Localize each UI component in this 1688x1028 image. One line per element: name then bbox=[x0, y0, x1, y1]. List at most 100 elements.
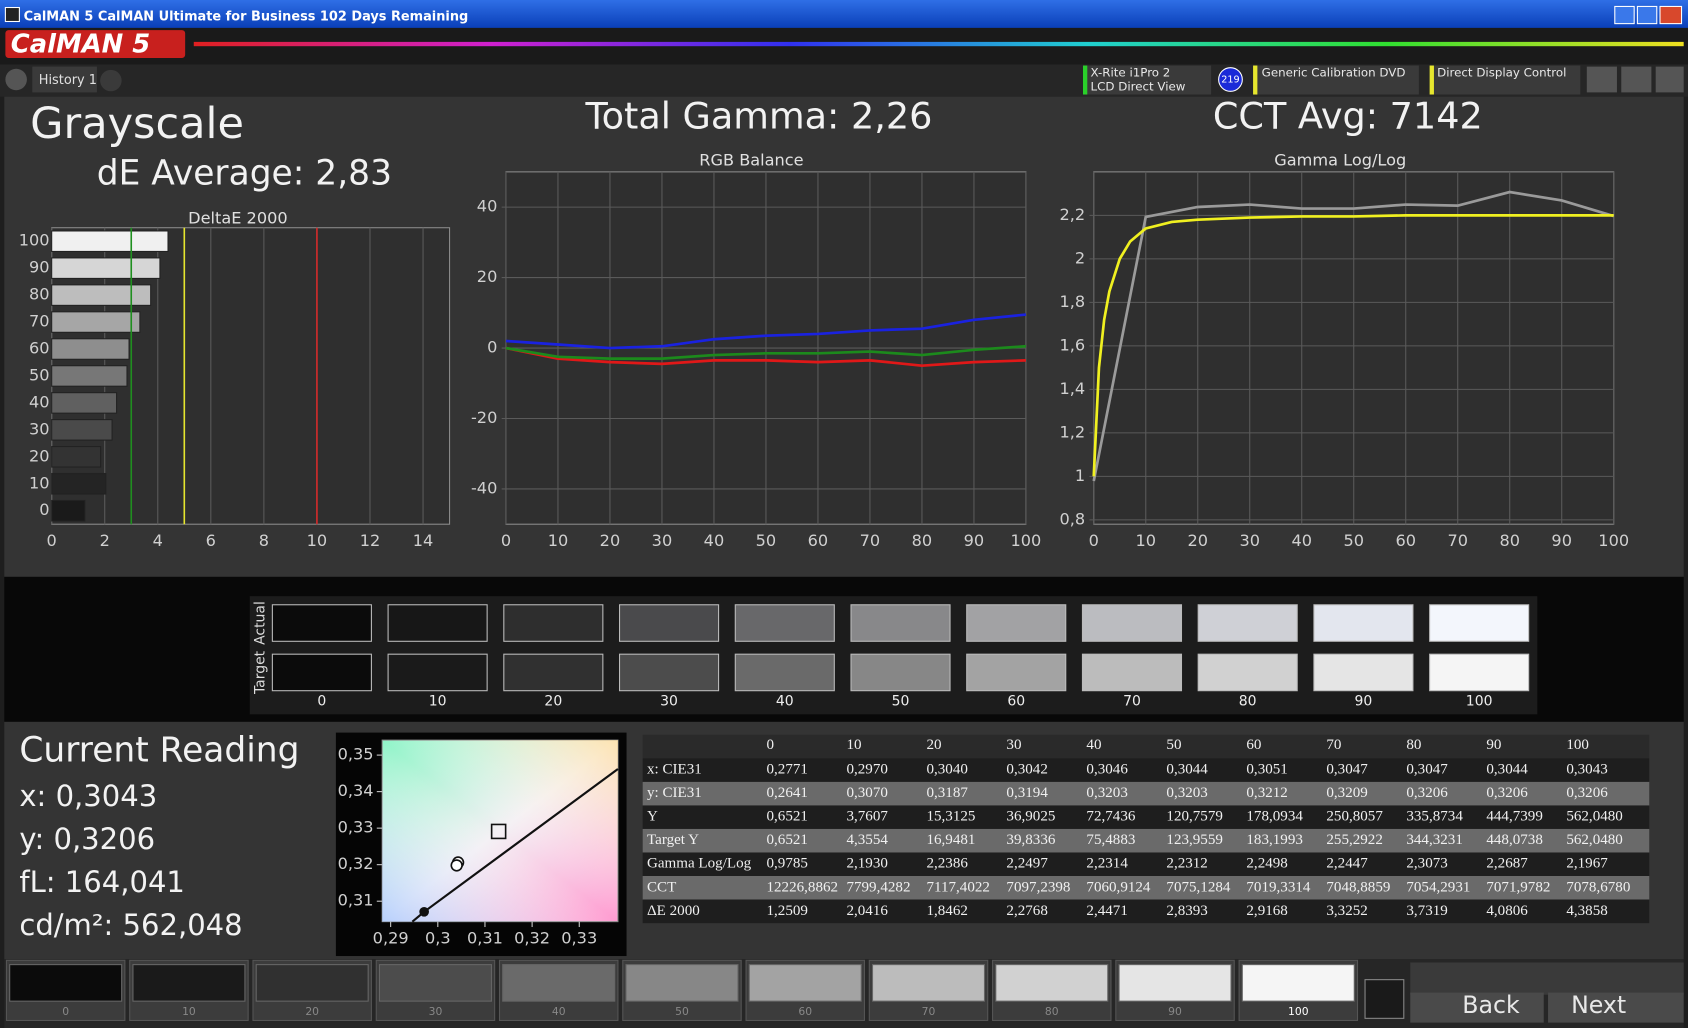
target-swatch bbox=[966, 653, 1067, 692]
step-swatch bbox=[871, 964, 986, 1002]
table-cell: 0,3187 bbox=[926, 785, 968, 801]
table-header: 10 bbox=[846, 737, 861, 753]
minimize[interactable] bbox=[1614, 5, 1635, 25]
table-row-bg bbox=[642, 876, 1650, 900]
x-tick-label: 70 bbox=[860, 531, 881, 550]
table-cell: 3,3252 bbox=[1326, 903, 1367, 919]
step-label: 0 bbox=[62, 1005, 69, 1018]
logo[interactable] bbox=[5, 30, 186, 59]
table-cell: 0,2641 bbox=[766, 785, 807, 801]
next-button[interactable] bbox=[1548, 992, 1684, 1023]
table-header: 20 bbox=[926, 737, 941, 753]
table-cell: 2,3073 bbox=[1406, 856, 1447, 872]
meter-badge[interactable] bbox=[1218, 67, 1243, 92]
table-cell: 1,2509 bbox=[766, 903, 807, 919]
series-line bbox=[505, 346, 1026, 368]
step-swatch bbox=[502, 964, 616, 1002]
maximize[interactable] bbox=[1636, 5, 1658, 25]
display-box[interactable] bbox=[1429, 65, 1581, 95]
cct-average: CCT Avg: 7142 bbox=[1213, 95, 1483, 138]
y-tick-label: 0,8 bbox=[1059, 509, 1085, 528]
table-cell: 2,9168 bbox=[1246, 903, 1287, 919]
series-line bbox=[1092, 214, 1614, 477]
reading-line: cd/m²: 562,048 bbox=[19, 908, 242, 942]
logo-text: CalMAN 5 bbox=[11, 30, 150, 60]
actual-swatch bbox=[734, 604, 835, 642]
y-tick-label: 90 bbox=[29, 258, 50, 277]
settings-button[interactable] bbox=[1586, 66, 1617, 93]
x-tick-label: 40 bbox=[1291, 531, 1312, 550]
x-tick-label: 90 bbox=[964, 531, 985, 550]
table-header: 100 bbox=[1566, 737, 1589, 753]
table-cell: 0,3040 bbox=[926, 762, 967, 778]
meter-badge-text: 219 bbox=[1221, 74, 1239, 85]
display-status bbox=[1429, 65, 1434, 95]
y-tick-label: 1,8 bbox=[1059, 292, 1085, 311]
y-tick-label: 100 bbox=[19, 231, 50, 250]
target-swatch bbox=[1313, 653, 1414, 692]
x-tick-label: 60 bbox=[808, 531, 829, 550]
source-status bbox=[1253, 65, 1258, 95]
step-swatch bbox=[1241, 964, 1355, 1002]
step-label: 100 bbox=[1288, 1005, 1309, 1018]
table-row-label: CCT bbox=[647, 879, 676, 895]
back-button[interactable] bbox=[1410, 992, 1544, 1023]
actual-swatch bbox=[1081, 604, 1183, 642]
bar bbox=[51, 419, 113, 441]
table-row-label: ΔE 2000 bbox=[647, 903, 700, 919]
y-tick-label: 60 bbox=[29, 339, 50, 358]
bar bbox=[51, 338, 130, 360]
reading-line: fL: 164,041 bbox=[19, 865, 185, 899]
meter-box[interactable] bbox=[1082, 65, 1212, 95]
rainbow-line bbox=[193, 41, 1684, 47]
actual-swatch bbox=[503, 604, 604, 642]
table-header: 30 bbox=[1006, 737, 1021, 753]
measured-point bbox=[450, 859, 463, 872]
y-tick-label: 50 bbox=[29, 365, 50, 384]
table-cell: 0,9785 bbox=[766, 856, 807, 872]
table-header: 90 bbox=[1486, 737, 1501, 753]
table-cell: 2,8393 bbox=[1166, 903, 1207, 919]
step-label: 80 bbox=[1045, 1005, 1059, 1018]
table-header: 70 bbox=[1326, 737, 1341, 753]
source-box[interactable] bbox=[1253, 65, 1419, 95]
add-tab[interactable] bbox=[100, 69, 122, 92]
table-row-bg bbox=[642, 781, 1650, 806]
tab[interactable] bbox=[32, 66, 97, 93]
back-label[interactable]: Back bbox=[1462, 991, 1520, 1019]
step-swatch bbox=[9, 964, 123, 1002]
nav-button[interactable] bbox=[5, 68, 27, 91]
target-swatch bbox=[850, 653, 951, 692]
actual-swatch bbox=[966, 604, 1067, 642]
table-header: 40 bbox=[1086, 737, 1101, 753]
locus-point bbox=[419, 906, 429, 917]
x-tick-label: 0,32 bbox=[514, 928, 550, 947]
meter-mode: LCD Direct View bbox=[1091, 80, 1186, 94]
table-cell: 7078,6780 bbox=[1566, 879, 1630, 895]
table-cell: 2,2497 bbox=[1006, 856, 1048, 872]
help-button[interactable] bbox=[1621, 66, 1652, 93]
close[interactable] bbox=[1659, 5, 1683, 25]
table-cell: 0,3043 bbox=[1566, 762, 1607, 778]
x-tick-label: 50 bbox=[1343, 531, 1364, 550]
table-cell: 178,0934 bbox=[1246, 809, 1303, 825]
x-tick-label: 70 bbox=[1447, 531, 1468, 550]
bar bbox=[51, 499, 86, 522]
y-tick-label: 0,35 bbox=[338, 745, 374, 764]
next-label[interactable]: Next bbox=[1571, 991, 1626, 1019]
table-cell: 3,7607 bbox=[846, 809, 888, 825]
y-tick-label: 1,4 bbox=[1059, 379, 1085, 398]
swatch-label: 90 bbox=[1355, 693, 1373, 709]
title-bar bbox=[0, 0, 1688, 28]
x-tick-label: 100 bbox=[1011, 531, 1042, 550]
swatch-label: 30 bbox=[660, 693, 678, 709]
collapse-button[interactable] bbox=[1655, 66, 1684, 93]
stop-button[interactable] bbox=[1364, 979, 1405, 1019]
target-swatch bbox=[503, 653, 604, 692]
table-header: 0 bbox=[766, 737, 774, 753]
table-cell: 255,2922 bbox=[1326, 832, 1382, 848]
x-tick-label: 14 bbox=[413, 531, 434, 550]
x-tick-label: 30 bbox=[652, 531, 673, 550]
x-tick-label: 90 bbox=[1551, 531, 1572, 550]
